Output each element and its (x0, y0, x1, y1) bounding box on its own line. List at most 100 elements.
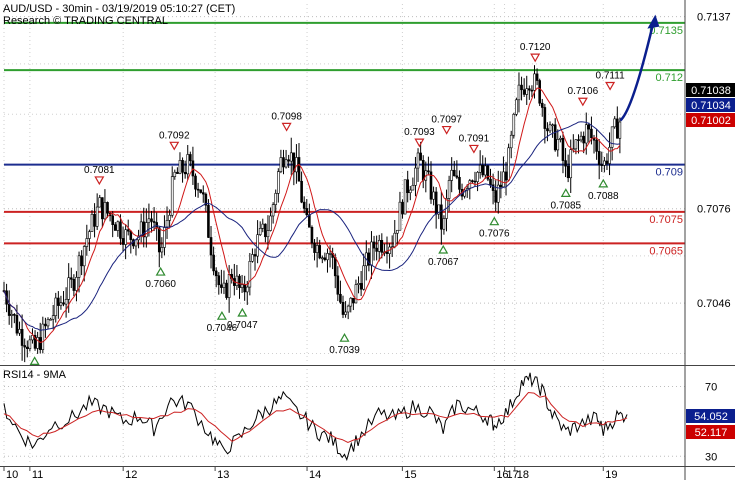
candle-body (186, 154, 190, 175)
candle-body (300, 180, 303, 203)
candle-body (437, 204, 441, 215)
candle-body (491, 184, 495, 191)
candle-body (450, 169, 453, 181)
candle-body (380, 240, 384, 253)
candle-body (326, 253, 329, 261)
ma-fast-line (3, 87, 621, 343)
candle-body (535, 73, 539, 81)
candle-body (546, 128, 549, 132)
candle-body (15, 315, 19, 334)
candle-body (411, 185, 415, 191)
candle-body (484, 165, 487, 176)
candle-body (613, 118, 617, 128)
candle-body (553, 124, 557, 151)
candle-body (289, 152, 293, 162)
candle-body (408, 189, 412, 194)
high-marker (530, 53, 541, 63)
candle-body (494, 190, 497, 203)
price-candles (2, 65, 622, 363)
candle-body (116, 221, 120, 231)
price-badge-label: 0.71038 (691, 85, 731, 97)
candle-body (486, 165, 490, 180)
rsi-y-tick-label: 30 (705, 451, 717, 463)
high-marker (441, 125, 452, 135)
candle-body (129, 230, 133, 240)
low-label: 0.7060 (145, 279, 176, 290)
candle-body (189, 154, 192, 162)
candle-body (584, 124, 588, 144)
candle-body (240, 284, 244, 288)
x-tick-label: 13 (217, 469, 229, 480)
candle-body (142, 221, 146, 238)
low-marker (560, 188, 571, 197)
candle-body (25, 346, 29, 350)
candle-body (349, 297, 353, 307)
candle-body (93, 213, 96, 227)
x-tick-label: 12 (125, 469, 137, 480)
candle-body (432, 191, 435, 200)
candle-body (82, 246, 86, 267)
candle-body (440, 204, 443, 230)
ma-slow-line (3, 121, 620, 331)
candle-body (595, 139, 598, 152)
candle-body (279, 157, 283, 172)
forecast-arrow-shaft (619, 26, 654, 122)
candle-body (362, 265, 366, 290)
low-marker (438, 244, 449, 254)
candle-body (427, 170, 430, 173)
candle-body (170, 176, 174, 216)
candle-body (245, 286, 249, 293)
candle-body (207, 204, 210, 238)
candle-body (512, 114, 516, 136)
low-marker (237, 307, 248, 317)
x-tick-label: 10 (6, 469, 18, 480)
low-marker (29, 356, 40, 366)
candle-body (600, 164, 604, 166)
high-marker (468, 144, 479, 154)
x-tick-label: 18 (517, 469, 529, 480)
candle-body (201, 192, 205, 195)
x-tick-label: 19 (605, 469, 617, 480)
candle-body (499, 184, 503, 188)
candle-body (238, 275, 241, 288)
candle-body (13, 314, 16, 316)
candle-body (271, 204, 275, 217)
candle-body (256, 234, 259, 257)
high-marker (281, 122, 292, 132)
candle-body (419, 152, 422, 161)
candle-body (377, 240, 381, 252)
candle-body (126, 229, 130, 232)
price-badge-label: 0.71034 (691, 100, 731, 112)
candle-body (253, 254, 257, 257)
low-label: 0.7046 (207, 323, 238, 334)
candle-body (564, 160, 567, 167)
low-marker (155, 266, 166, 276)
candle-body (385, 251, 389, 254)
high-label: 0.7092 (159, 130, 190, 141)
candle-body (90, 213, 94, 232)
candle-body (98, 197, 102, 208)
candle-body (530, 89, 534, 92)
candle-body (318, 245, 322, 259)
candle-body (269, 215, 272, 231)
candle-body (157, 227, 161, 253)
candle-body (533, 73, 536, 91)
candle-body (559, 137, 562, 140)
low-label: 0.7047 (227, 320, 258, 331)
candle-body (346, 305, 350, 313)
x-tick-label: 16 (496, 469, 508, 480)
candle-body (566, 165, 570, 179)
candle-body (85, 238, 89, 247)
candle-body (597, 151, 601, 165)
high-marker (94, 176, 105, 186)
candle-body (181, 160, 184, 173)
high-marker (605, 81, 616, 91)
candle-body (95, 206, 99, 227)
candle-body (538, 80, 541, 104)
x-tick-label: 11 (32, 469, 43, 480)
candle-body (302, 201, 306, 209)
chart-title: AUD/USD - 30min - 03/19/2019 05:10:27 (C… (3, 3, 235, 15)
candle-body (297, 157, 301, 182)
candle-body (504, 171, 508, 181)
